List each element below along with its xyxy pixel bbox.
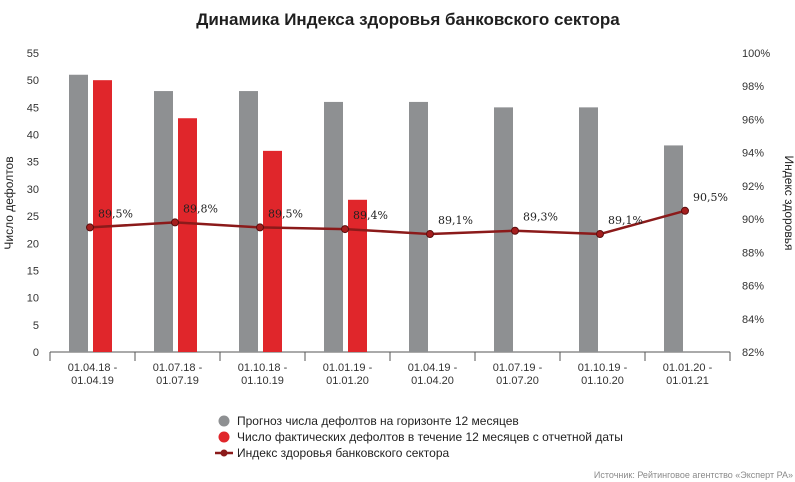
- index-point: [86, 223, 94, 232]
- index-point: [681, 206, 689, 215]
- index-point: [341, 225, 349, 234]
- y-axis-label-left: Число дефолтов: [2, 156, 16, 249]
- legend-label-actual: Число фактических дефолтов в течение 12 …: [237, 430, 623, 444]
- chart-axes: 0 5 10 15 20 25 30 35 40 45 50 55 82% 84% 86% 88% 90% 92%…: [27, 48, 771, 387]
- legend-marker-actual: [218, 431, 230, 443]
- index-point: [256, 223, 264, 232]
- bar-actual: [263, 150, 282, 352]
- index-data-label: 89,4%: [353, 209, 388, 222]
- bar-forecast: [579, 107, 598, 352]
- x-tick-label: 01.10.18 -: [238, 362, 288, 374]
- bar-actual: [348, 199, 367, 352]
- y-tick-label-left: 15: [27, 265, 39, 277]
- y-tick-label-right: 84%: [742, 314, 764, 326]
- index-data-label: 89,8%: [183, 202, 218, 215]
- chart-bars: [69, 74, 683, 353]
- x-tick-label: 01.07.19: [156, 375, 199, 387]
- x-tick-label: 01.04.20: [411, 375, 454, 387]
- index-data-label: 89,3%: [523, 211, 558, 224]
- y-tick-label-left: 10: [27, 293, 39, 305]
- bar-actual: [178, 118, 197, 353]
- y-tick-label-left: 55: [27, 48, 39, 60]
- index-point: [511, 226, 519, 235]
- legend: Прогноз числа дефолтов на горизонте 12 м…: [215, 414, 623, 460]
- legend-label-index: Индекс здоровья банковского сектора: [237, 446, 450, 460]
- y-tick-label-right: 86%: [742, 281, 764, 293]
- bar-forecast: [69, 74, 88, 352]
- y-tick-label-right: 82%: [742, 347, 764, 359]
- index-data-label: 89,1%: [608, 214, 643, 227]
- legend-marker-forecast: [218, 415, 230, 427]
- chart-line: [86, 206, 689, 239]
- y-tick-label-left: 45: [27, 102, 39, 114]
- x-tick-label: 01.10.20: [581, 375, 624, 387]
- index-point: [596, 230, 604, 239]
- x-tick-label: 01.01.20: [326, 375, 369, 387]
- y-tick-label-right: 88%: [742, 247, 764, 259]
- x-tick-label: 01.10.19: [241, 375, 284, 387]
- bar-forecast: [324, 101, 343, 352]
- bar-forecast: [664, 145, 683, 352]
- y-tick-label-right: 90%: [742, 214, 764, 226]
- x-tick-label: 01.04.18 -: [68, 362, 118, 374]
- y-tick-label-left: 50: [27, 75, 39, 87]
- index-data-label: 89,1%: [438, 214, 473, 227]
- y-tick-label-right: 98%: [742, 81, 764, 93]
- y-tick-label-right: 100%: [742, 48, 770, 60]
- index-point: [426, 230, 434, 239]
- x-tick-label: 01.01.19 -: [323, 362, 373, 374]
- bar-forecast: [494, 107, 513, 352]
- y-tick-label-right: 94%: [742, 148, 764, 160]
- bar-forecast: [239, 91, 258, 353]
- index-data-label: 89,5%: [98, 207, 133, 220]
- x-tick-label: 01.07.18 -: [153, 362, 203, 374]
- x-tick-label: 01.01.21: [666, 375, 709, 387]
- legend-label-forecast: Прогноз числа дефолтов на горизонте 12 м…: [237, 414, 519, 428]
- index-line: [89, 209, 686, 236]
- x-tick-label: 01.04.19 -: [408, 362, 458, 374]
- legend-marker-index-dot: [220, 449, 228, 457]
- x-tick-label: 01.07.19 -: [493, 362, 543, 374]
- y-tick-label-left: 30: [27, 184, 39, 196]
- source-note: Источник: Рейтинговое агентство «Эксперт…: [594, 470, 793, 480]
- chart-data-labels: 89,5% 89,8% 89,5% 89,4% 89,1% 89,3% 89,1% 90,5%: [98, 191, 728, 227]
- y-axis-label-right: Индекс здоровья: [782, 155, 795, 250]
- x-tick-label: 01.01.20 -: [663, 362, 713, 374]
- x-tick-label: 01.04.19: [71, 375, 114, 387]
- y-tick-label-left: 20: [27, 238, 39, 250]
- y-tick-label-left: 0: [33, 347, 39, 359]
- index-data-label: 90,5%: [693, 191, 728, 204]
- bar-forecast: [409, 101, 428, 352]
- index-point: [171, 218, 179, 227]
- chart-title: Динамика Индекса здоровья банковского се…: [196, 10, 620, 29]
- x-tick-label: 01.10.19 -: [578, 362, 628, 374]
- y-tick-label-left: 25: [27, 211, 39, 223]
- bar-forecast: [154, 91, 173, 353]
- y-tick-label-right: 92%: [742, 181, 764, 193]
- y-tick-label-right: 96%: [742, 114, 764, 126]
- index-data-label: 89,5%: [268, 207, 303, 220]
- y-tick-label-left: 35: [27, 157, 39, 169]
- bar-actual: [93, 80, 112, 352]
- y-tick-label-left: 40: [27, 130, 39, 142]
- y-tick-label-left: 5: [33, 320, 39, 332]
- x-tick-label: 01.07.20: [496, 375, 539, 387]
